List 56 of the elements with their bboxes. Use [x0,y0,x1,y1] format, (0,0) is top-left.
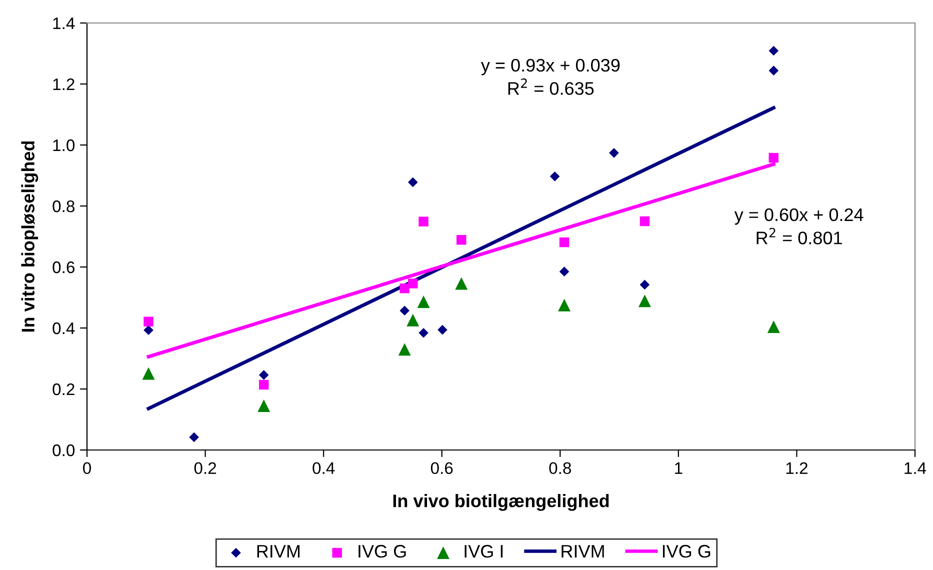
point [142,367,155,380]
y-tick-label: 1.4 [53,18,75,30]
x-tick-label: 0.6 [430,462,453,474]
point [406,314,420,326]
point [258,380,269,390]
y-tick-label: 0.8 [52,200,74,212]
legend-label: IVG G [662,544,710,558]
point [408,177,418,188]
point [768,66,779,76]
point [258,400,270,412]
legend-label: RIVM [562,545,604,558]
legend-label: IVG I [464,544,503,558]
annotation: y = 0.93x + 0.039 R$^{2}$ = 0.635 [480,58,620,95]
point [558,298,571,312]
point [640,280,650,290]
point [189,432,199,442]
y-tick-label: 0.6 [52,261,74,274]
point [418,328,428,338]
point [144,325,154,336]
point [144,316,154,326]
legend-label: RIVM [257,545,300,558]
x-tick-label: 1 [675,462,682,474]
x-tick-label: 0.4 [312,462,335,474]
point [438,324,448,335]
point [398,343,411,356]
x-tick-label: 0.8 [549,462,572,474]
point [638,294,651,308]
y-tick-label: 0.2 [52,383,74,396]
annotation: y = 0.60x + 0.24 R$^{2}$ = 0.801 [734,208,864,244]
x-tick-label: 0 [83,462,91,474]
point [400,283,410,294]
y-axis-title: In vitro biopløselighed [21,141,38,332]
point [455,277,468,290]
point [609,148,619,158]
x-axis-title: In vivo biotilgængelighed [393,494,609,511]
point [640,216,650,226]
y-tick-label: 0.0 [52,444,75,456]
point [408,278,418,288]
point [559,266,570,276]
x-tick-label: 0.2 [194,462,216,474]
point [768,152,779,163]
x-tick-label: 1.2 [786,462,808,474]
legend-label: IVG G [358,544,406,558]
point [768,46,779,56]
point [417,296,430,308]
y-tick-label: 1.0 [53,139,75,152]
y-tick-label: 0.4 [52,322,75,334]
point [456,234,466,245]
point [400,306,410,316]
x-tick-label: 1.4 [904,462,926,474]
point [550,172,560,182]
point [767,320,780,334]
y-tick-label: 1.2 [53,78,74,90]
point [418,216,428,226]
point [258,370,269,380]
point [559,237,570,248]
